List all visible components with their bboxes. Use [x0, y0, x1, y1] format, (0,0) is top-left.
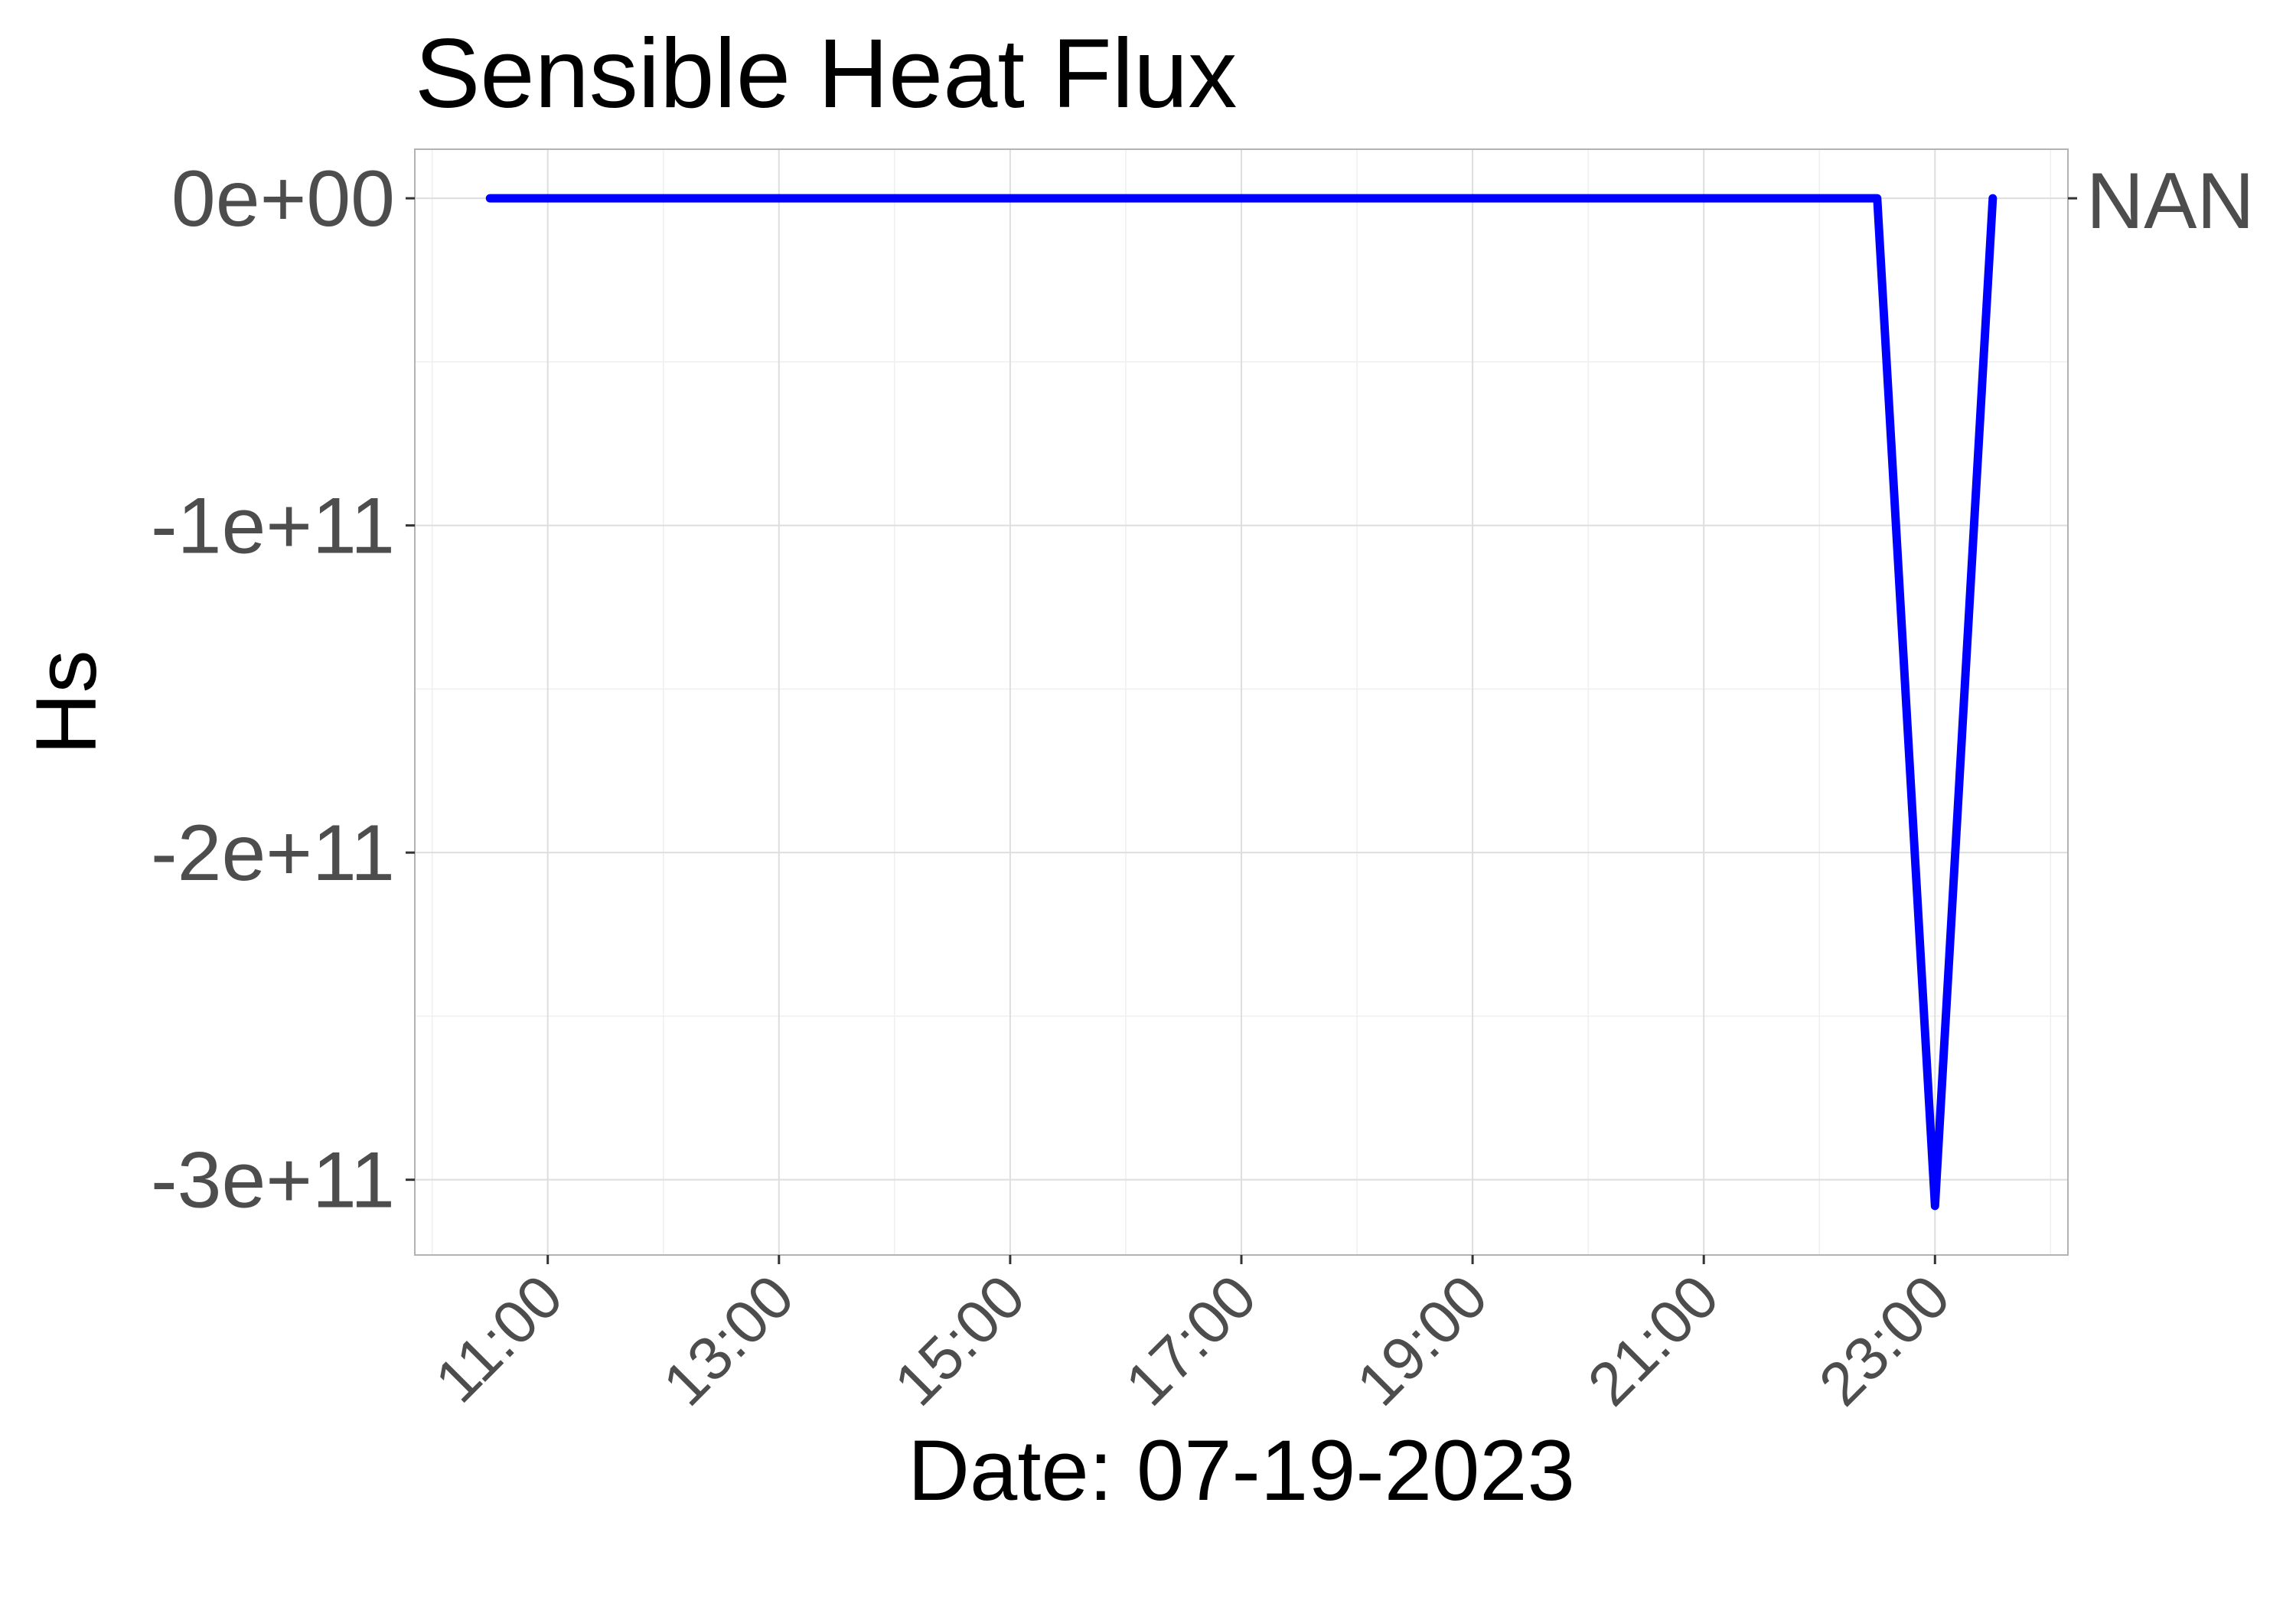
y-tick-label: -1e+11 — [151, 482, 395, 571]
x-tick-label: 23:00 — [1806, 1262, 1962, 1418]
y-tick-label: 0e+00 — [171, 155, 395, 243]
x-tick-label: 11:00 — [422, 1262, 575, 1415]
y-axis-title: Hs — [18, 650, 114, 755]
y-tick-label: -3e+11 — [151, 1136, 395, 1225]
right-axis-label: NAN — [2086, 157, 2255, 246]
gridlines — [415, 149, 2068, 1255]
x-tick-label: 17:00 — [1113, 1262, 1269, 1418]
x-axis-title: Date: 07-19-2023 — [908, 1423, 1575, 1518]
x-tick-label: 15:00 — [881, 1262, 1037, 1418]
x-tick-label: 21:00 — [1575, 1262, 1731, 1418]
y-axis: 0e+00 -1e+11 -2e+11 -3e+11 — [151, 155, 2077, 1225]
series-layer — [485, 194, 1998, 1211]
series-line — [485, 194, 1998, 1211]
x-tick-label: 13:00 — [650, 1262, 806, 1418]
y-tick-label: -2e+11 — [151, 809, 395, 898]
chart-title: Sensible Heat Flux — [415, 19, 1237, 129]
x-tick-label: 19:00 — [1344, 1262, 1500, 1418]
x-axis: 11:00 13:00 15:00 17:00 19:00 21:00 23:00 — [422, 1255, 1962, 1419]
